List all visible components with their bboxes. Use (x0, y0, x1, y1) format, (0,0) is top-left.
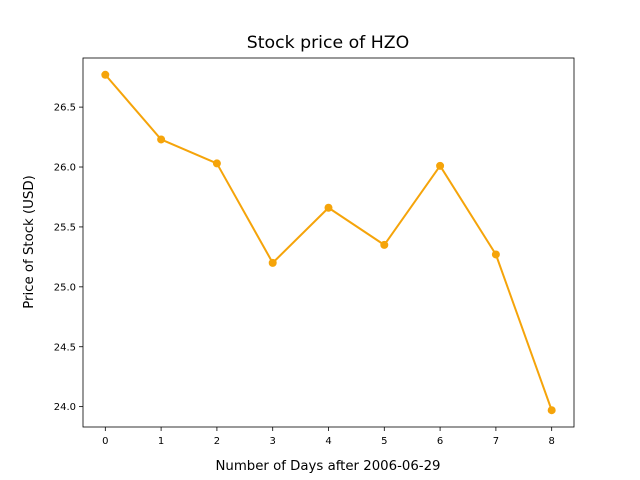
data-point (491, 250, 500, 259)
x-tick-label: 0 (102, 436, 108, 447)
y-tick-label: 26.5 (54, 103, 76, 114)
x-tick-label: 8 (548, 436, 554, 447)
x-tick-label: 7 (493, 436, 499, 447)
x-tick-label: 2 (214, 436, 220, 447)
data-point (324, 203, 333, 212)
y-tick-label: 25.5 (54, 223, 76, 234)
x-axis-label: Number of Days after 2006-06-29 (215, 459, 440, 474)
x-tick-label: 5 (381, 436, 387, 447)
plot-frame (82, 57, 575, 428)
data-point (157, 135, 166, 144)
data-point (380, 240, 389, 249)
price-series-line (104, 73, 553, 412)
x-tick-label: 4 (325, 436, 331, 447)
data-point (212, 159, 221, 168)
y-tick-label: 24.5 (54, 342, 76, 353)
data-point (268, 258, 277, 267)
x-tick-label: 6 (437, 436, 443, 447)
y-tick-label: 26.0 (54, 163, 76, 174)
y-tick-label: 25.0 (54, 282, 76, 293)
plot-area: 0 1 2 3 4 5 6 7 8 24.0 24.5 25.0 25.5 26.0 26.5 (54, 57, 575, 447)
y-axis-label: Price of Stock (USD) (22, 175, 37, 309)
data-point (547, 406, 556, 415)
data-point (436, 161, 445, 170)
x-tick-label: 3 (270, 436, 276, 447)
data-point (101, 70, 110, 79)
y-tick-label: 24.0 (54, 402, 76, 413)
x-tick-label: 1 (158, 436, 164, 447)
chart-title: Stock price of HZO (247, 33, 409, 53)
